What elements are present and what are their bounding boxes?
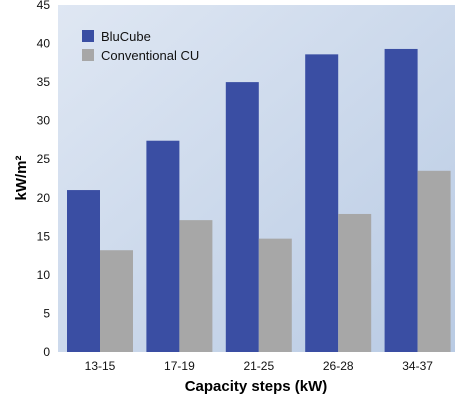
y-tick-label: 10 bbox=[37, 268, 51, 282]
y-tick-label: 20 bbox=[37, 191, 51, 205]
x-tick-label: 26-28 bbox=[323, 359, 354, 373]
y-tick-label: 25 bbox=[37, 152, 51, 166]
legend-label-conventional-cu: Conventional CU bbox=[101, 48, 199, 63]
legend-swatch-blucube bbox=[82, 30, 94, 42]
y-tick-label: 35 bbox=[37, 75, 51, 89]
legend-label-blucube: BluCube bbox=[101, 29, 151, 44]
bar-blucube-13-15 bbox=[67, 190, 100, 352]
x-axis-title: Capacity steps (kW) bbox=[185, 378, 328, 395]
legend: BluCube Conventional CU bbox=[82, 29, 199, 63]
x-tick-label: 17-19 bbox=[164, 359, 195, 373]
x-tick-label: 13-15 bbox=[85, 359, 116, 373]
bar-blucube-21-25 bbox=[225, 82, 259, 352]
y-tick-label: 15 bbox=[37, 229, 51, 243]
y-tick-label: 45 bbox=[37, 0, 51, 12]
bars bbox=[67, 48, 451, 353]
bar-conventional-cu-17-19 bbox=[179, 220, 213, 352]
x-tick-label: 21-25 bbox=[243, 359, 274, 373]
x-tick-label: 34-37 bbox=[402, 359, 433, 373]
y-axis: 0 5 10 15 20 25 30 35 40 45 bbox=[37, 0, 51, 359]
bar-conventional-cu-21-25 bbox=[258, 238, 292, 352]
bar-conventional-cu-13-15 bbox=[100, 250, 133, 352]
y-tick-label: 30 bbox=[37, 114, 51, 128]
y-axis-title: kW/m² bbox=[13, 155, 30, 200]
x-axis: 13-15 17-19 21-25 26-28 34-37 bbox=[85, 359, 434, 373]
bar-conventional-cu-34-37 bbox=[417, 170, 451, 352]
y-tick-label: 40 bbox=[37, 37, 51, 51]
y-tick-label: 5 bbox=[43, 306, 50, 320]
bar-blucube-34-37 bbox=[384, 48, 418, 352]
bar-conventional-cu-26-28 bbox=[338, 213, 372, 352]
bar-blucube-17-19 bbox=[146, 140, 180, 352]
legend-swatch-conventional-cu bbox=[82, 49, 94, 61]
bar-blucube-26-28 bbox=[305, 54, 339, 353]
y-tick-label: 0 bbox=[43, 345, 50, 359]
